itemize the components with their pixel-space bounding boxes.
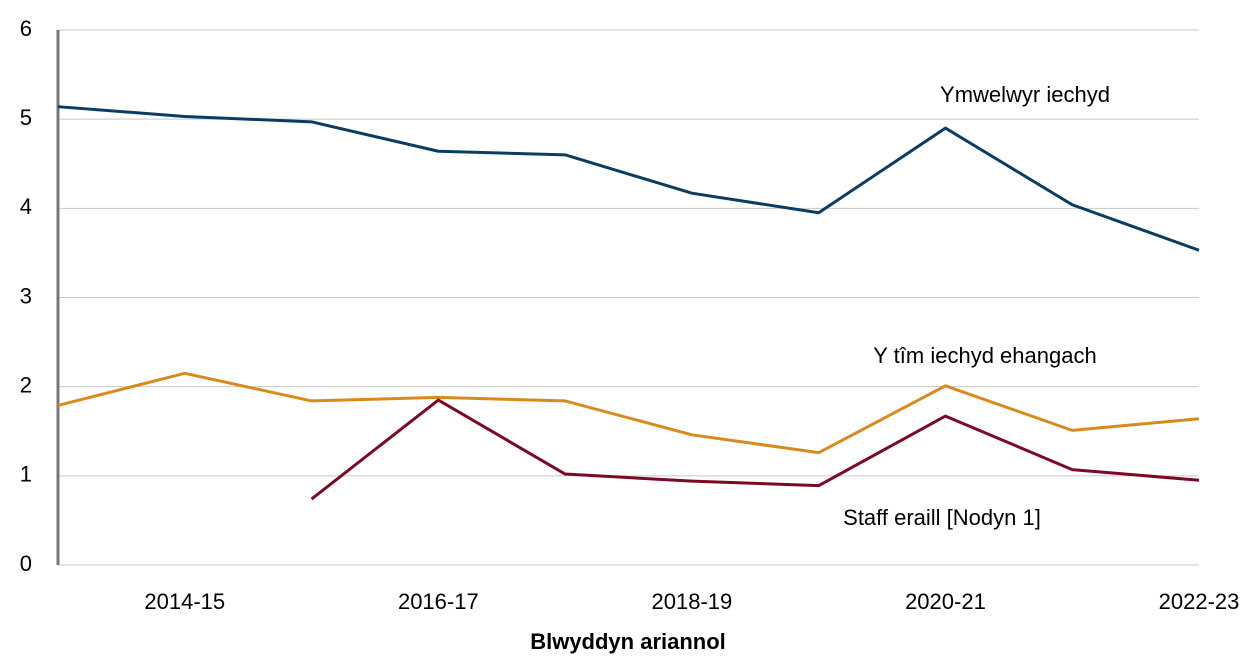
x-tick-label: 2018-19 <box>652 589 733 614</box>
y-tick-label: 0 <box>20 551 32 576</box>
series-label: Ymwelwyr iechyd <box>940 82 1110 107</box>
x-tick-label: 2020-21 <box>905 589 986 614</box>
series-line <box>57 105 1200 252</box>
y-tick-label: 5 <box>20 105 32 130</box>
x-tick-label: 2014-15 <box>144 589 225 614</box>
y-tick-label: 6 <box>20 16 32 41</box>
y-tick-label: 2 <box>20 372 32 397</box>
y-tick-label: 4 <box>20 194 32 219</box>
x-tick-label: 2016-17 <box>398 589 479 614</box>
series-label: Staff eraill [Nodyn 1] <box>843 505 1041 530</box>
y-tick-label: 1 <box>20 462 32 487</box>
series-line <box>310 398 1200 501</box>
series-line <box>57 371 1200 455</box>
series-label: Y tîm iechyd ehangach <box>873 343 1096 368</box>
x-tick-label: 2022-23 <box>1159 589 1240 614</box>
y-tick-label: 3 <box>20 283 32 308</box>
x-axis-title: Blwyddyn ariannol <box>530 629 726 654</box>
